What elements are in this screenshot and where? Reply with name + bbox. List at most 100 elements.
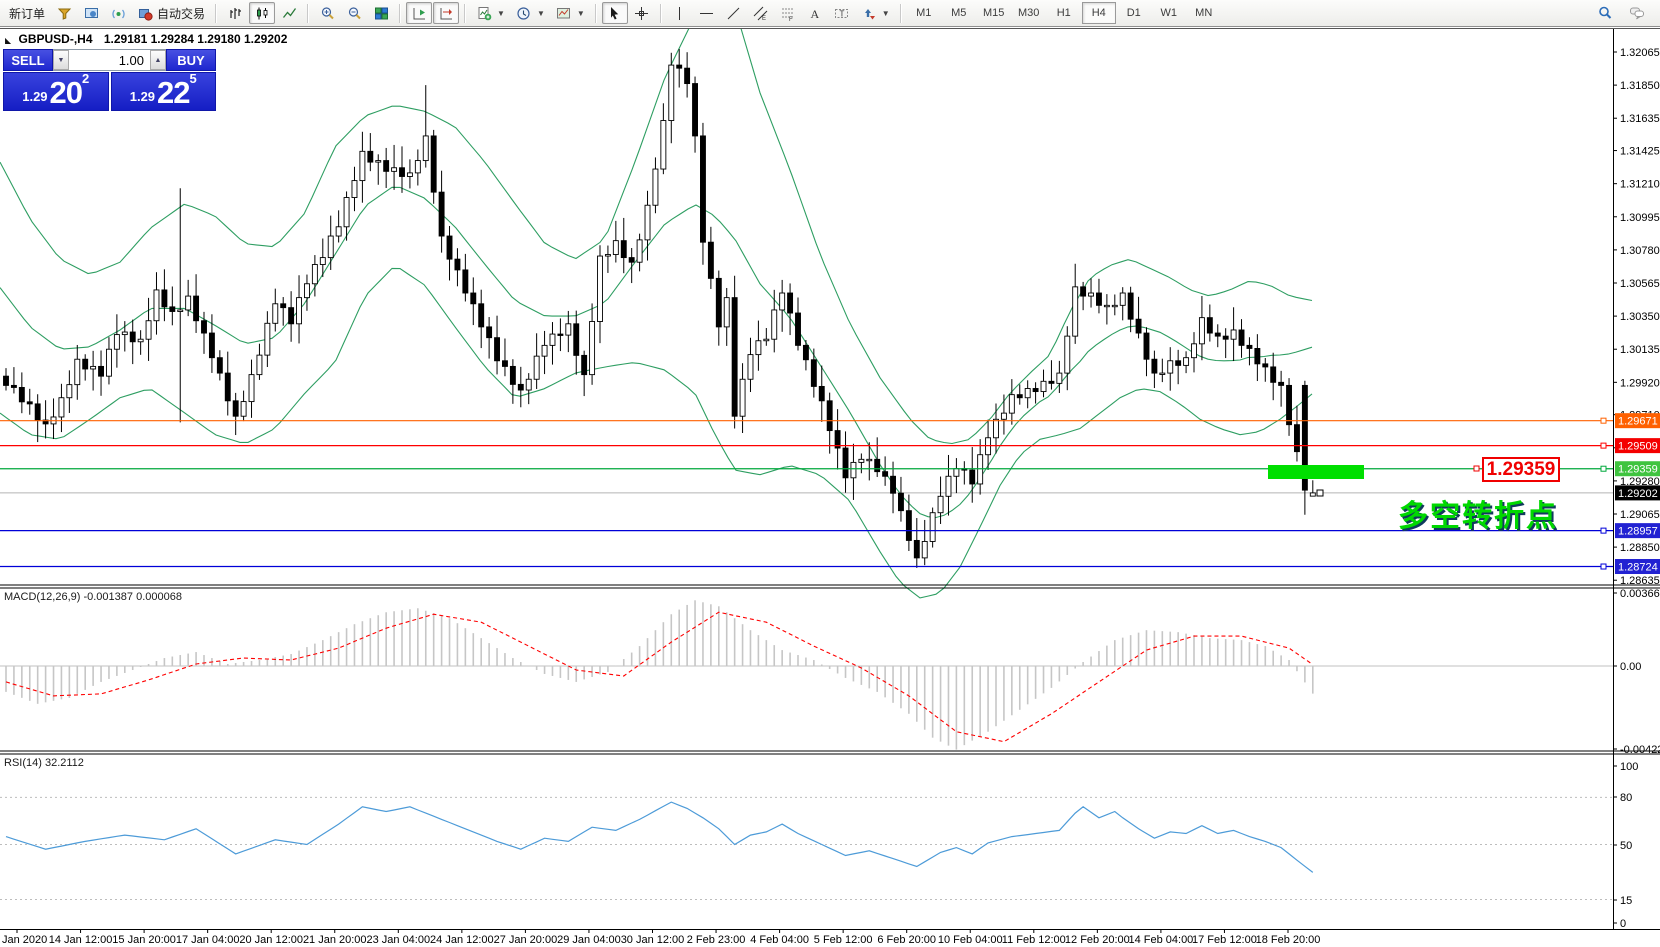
level-anchor[interactable]: [1600, 417, 1607, 424]
price-callout-box[interactable]: 1.29359: [1482, 457, 1560, 482]
candle: [1056, 372, 1063, 384]
candle: [1294, 424, 1300, 453]
candle: [430, 135, 437, 193]
zoom-out-icon: [346, 5, 362, 21]
auto-trading-button[interactable]: 自动交易: [132, 2, 210, 24]
candle: [1072, 286, 1079, 337]
timeframe-m30-button[interactable]: M30: [1018, 7, 1040, 19]
candle: [129, 331, 136, 343]
candle: [367, 150, 374, 163]
svg-text:27 Jan 20:00: 27 Jan 20:00: [494, 934, 558, 946]
svg-text:30 Jan 12:00: 30 Jan 12:00: [621, 934, 685, 946]
text-label-tool-button[interactable]: T: [829, 2, 855, 24]
svg-text:80: 80: [1620, 792, 1632, 804]
arrows-tool-button[interactable]: ▼: [856, 2, 895, 24]
buy-button[interactable]: BUY: [166, 49, 216, 71]
price-chart-canvas[interactable]: 1.32065 1.31850 1.31635 1.31425 1.31210 1.309…: [0, 29, 1660, 947]
indicators-button[interactable]: ▼: [471, 2, 510, 24]
candle: [866, 458, 873, 462]
sell-button[interactable]: SELL: [3, 49, 53, 71]
candle: [177, 309, 184, 312]
ask-price-panel[interactable]: 1.29 22 5: [110, 71, 216, 111]
bollinger-middle-band: [0, 186, 1313, 519]
arrow-objects-icon: [861, 5, 877, 21]
candle: [565, 323, 572, 336]
search-button[interactable]: [1592, 2, 1618, 24]
timeframe-m15-button[interactable]: M15: [983, 7, 1005, 19]
zoom-out-button[interactable]: [341, 2, 367, 24]
market-watch-button[interactable]: [51, 2, 77, 24]
trendline-tool-button[interactable]: [721, 2, 747, 24]
candle: [34, 403, 41, 421]
candle: [850, 461, 857, 479]
volume-increase-button[interactable]: ▲: [150, 50, 166, 70]
svg-text:14 Jan 12:00: 14 Jan 12:00: [49, 934, 113, 946]
level-anchor[interactable]: [1600, 563, 1607, 570]
chart-shift-button[interactable]: [433, 2, 460, 24]
timeframe-h4-button[interactable]: H4: [1081, 2, 1116, 24]
channel-tool-button[interactable]: E: [748, 2, 774, 24]
fibonacci-tool-button[interactable]: F: [775, 2, 801, 24]
vertical-line-tool-button[interactable]: [667, 2, 693, 24]
highlight-rectangle[interactable]: [1268, 465, 1364, 479]
horizontal-line-tool-button[interactable]: [694, 2, 720, 24]
tile-windows-button[interactable]: [368, 2, 394, 24]
candle: [3, 375, 9, 386]
svg-text:20 Jan 12:00: 20 Jan 12:00: [239, 934, 303, 946]
timeframe-m5-button[interactable]: M5: [951, 7, 967, 19]
ask-price-big: 22: [157, 75, 190, 110]
cursor-tool-button[interactable]: [601, 2, 628, 24]
candle: [802, 344, 809, 361]
svg-text:17 Jan 04:00: 17 Jan 04:00: [176, 934, 240, 946]
candle: [1262, 363, 1269, 368]
line-chart-mode-button[interactable]: [276, 2, 302, 24]
text-tool-button[interactable]: A: [802, 2, 828, 24]
data-window-button[interactable]: [78, 2, 104, 24]
candle: [42, 419, 49, 425]
svg-text:0: 0: [1620, 918, 1626, 930]
svg-text:1.29509: 1.29509: [1618, 441, 1658, 453]
volume-decrease-button[interactable]: ▼: [53, 50, 69, 70]
chart-window[interactable]: 1.32065 1.31850 1.31635 1.31425 1.31210 1.309…: [0, 28, 1660, 947]
templates-icon: [556, 5, 572, 21]
timeframe-m1-button[interactable]: M1: [916, 7, 932, 19]
candle: [1214, 332, 1221, 337]
callout-anchor[interactable]: [1473, 465, 1480, 472]
timeframe-w1-button[interactable]: W1: [1160, 7, 1177, 19]
candle: [715, 277, 722, 328]
candle: [438, 191, 445, 237]
candle: [256, 354, 263, 376]
timeframe-h1-button[interactable]: H1: [1056, 7, 1071, 19]
templates-button[interactable]: ▼: [551, 2, 590, 24]
signals-button[interactable]: [105, 2, 131, 24]
periods-button[interactable]: ▼: [511, 2, 550, 24]
level-anchor[interactable]: [1600, 527, 1607, 534]
timeframe-d1-button[interactable]: D1: [1126, 7, 1141, 19]
zoom-in-button[interactable]: [314, 2, 340, 24]
candle: [1143, 332, 1150, 360]
crosshair-tool-button[interactable]: [629, 2, 655, 24]
candle: [890, 475, 896, 494]
candle: [668, 64, 675, 121]
svg-text:24 Jan 12:00: 24 Jan 12:00: [430, 934, 494, 946]
timeframe-mn-button[interactable]: MN: [1195, 7, 1213, 19]
candle: [874, 458, 881, 473]
candle: [359, 150, 366, 182]
candle: [581, 354, 588, 376]
new-order-button[interactable]: 新订单: [4, 2, 50, 24]
candle: [462, 269, 469, 294]
bid-price-panel[interactable]: 1.29 20 2: [3, 71, 109, 111]
candle: [478, 303, 485, 328]
candle: [335, 226, 342, 237]
turning-point-annotation[interactable]: 多空转折点: [1398, 500, 1558, 533]
auto-scroll-button[interactable]: [406, 2, 433, 24]
level-anchor[interactable]: [1600, 442, 1607, 449]
svg-text:T: T: [840, 9, 845, 18]
volume-input[interactable]: 1.00: [118, 52, 144, 68]
chat-button[interactable]: [1624, 2, 1650, 24]
candle: [90, 365, 97, 370]
bar-chart-mode-button[interactable]: [222, 2, 248, 24]
svg-text:50: 50: [1620, 840, 1632, 852]
level-anchor[interactable]: [1600, 465, 1607, 472]
candlestick-mode-button[interactable]: [249, 2, 276, 24]
